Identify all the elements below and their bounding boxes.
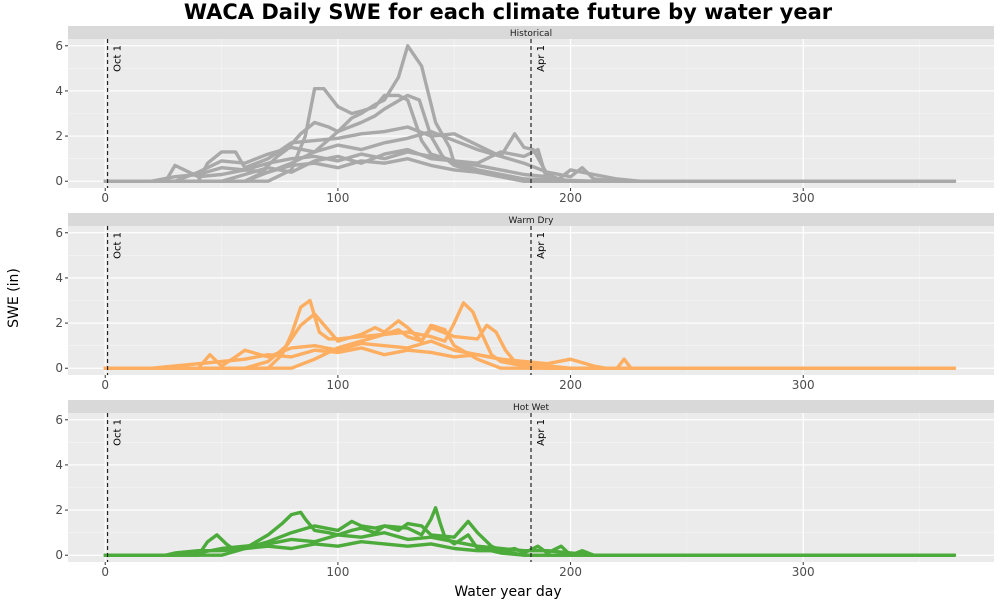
y-tick-label: 2 (55, 316, 63, 330)
series-line-7 (103, 147, 957, 183)
reference-line-label: Apr 1 (536, 419, 547, 446)
y-tick-label: 6 (55, 39, 63, 53)
series-line-6 (103, 157, 957, 183)
series-line-5 (103, 150, 957, 183)
x-tick-label: 0 (101, 191, 109, 205)
x-tick-label: 300 (792, 378, 815, 392)
strip-background (68, 213, 994, 226)
x-tick-label: 200 (559, 565, 582, 579)
x-tick-label: 100 (326, 191, 349, 205)
series-line-2 (103, 531, 957, 557)
reference-line-label: Oct 1 (113, 419, 124, 446)
reference-line-label: Apr 1 (536, 45, 547, 72)
y-tick-label: 0 (55, 361, 63, 375)
y-tick-label: 4 (55, 458, 63, 472)
reference-line-label: Apr 1 (536, 232, 547, 259)
x-tick-label: 0 (101, 378, 109, 392)
y-tick-label: 2 (55, 503, 63, 517)
y-tick-label: 2 (55, 129, 63, 143)
strip-label: Hot Wet (513, 403, 550, 413)
y-tick-label: 0 (55, 174, 63, 188)
panel-historical: Historical 0 2 4 6 0 100 200 300 Oct 1 Apr 1 (55, 26, 994, 205)
x-tick-label: 0 (101, 565, 109, 579)
strip-label: Warm Dry (509, 216, 555, 226)
strip-background (68, 26, 994, 39)
panel-hot-wet: Hot Wet 0 2 4 6 0 100 200 300 Oct 1 Apr 1 (55, 400, 994, 579)
series-line-1 (103, 87, 957, 183)
chart-title: WACA Daily SWE for each climate future b… (184, 0, 833, 24)
x-tick-label: 100 (326, 378, 349, 392)
strip-background (68, 400, 994, 413)
strip-label: Historical (510, 29, 552, 39)
series-line-4 (103, 346, 957, 370)
x-tick-label: 100 (326, 565, 349, 579)
series-line-3 (103, 125, 957, 183)
x-tick-label: 200 (559, 378, 582, 392)
series-line-3 (103, 540, 957, 557)
x-tick-label: 200 (559, 191, 582, 205)
y-tick-label: 0 (55, 548, 63, 562)
series-line-1 (103, 312, 957, 370)
y-tick-label: 4 (55, 271, 63, 285)
y-axis-title: SWE (in) (6, 268, 22, 328)
x-tick-label: 300 (792, 191, 815, 205)
x-tick-label: 300 (792, 565, 815, 579)
x-axis-title: Water year day (454, 584, 561, 600)
series-line-4 (103, 129, 957, 183)
panel-warm-dry: Warm Dry 0 2 4 6 0 100 200 300 Oct 1 Apr 1 (55, 213, 994, 392)
reference-line-label: Oct 1 (113, 45, 124, 72)
y-tick-label: 6 (55, 413, 63, 427)
y-tick-label: 6 (55, 226, 63, 240)
series-line-1 (103, 519, 957, 557)
reference-line-label: Oct 1 (113, 232, 124, 259)
y-tick-label: 4 (55, 84, 63, 98)
